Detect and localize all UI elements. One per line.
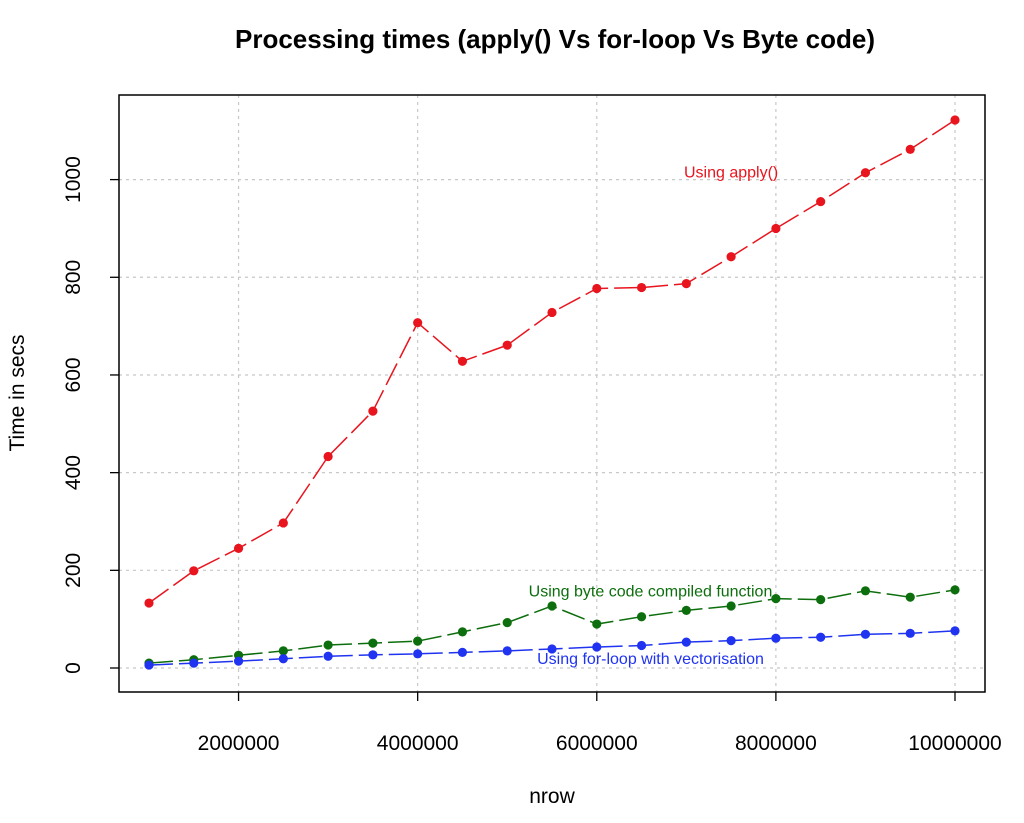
series-3-point	[592, 642, 602, 652]
series-annotation: Using apply()	[684, 164, 778, 181]
y-tick-label: 600	[62, 357, 85, 392]
y-tick-label: 0	[62, 662, 85, 674]
series-2-point	[771, 594, 781, 604]
series-2-point	[816, 595, 826, 605]
series-1-point	[636, 282, 647, 293]
series-annotation: Using byte code compiled function	[529, 583, 773, 600]
y-axis: 0 200 400 600 800 1000	[62, 156, 119, 674]
series-3-point	[457, 647, 468, 657]
y-tick-label: 800	[62, 260, 85, 295]
series-2-point	[413, 636, 423, 646]
series-3-point	[726, 636, 736, 646]
chart-title: Processing times (apply() Vs for-loop Vs…	[235, 24, 875, 54]
x-tick-label: 4000000	[377, 732, 459, 755]
series-3-point	[502, 646, 512, 656]
series-2-point	[502, 617, 512, 628]
y-axis-label: Time in secs	[6, 334, 29, 451]
series-1-point	[368, 406, 378, 416]
series-3-point	[905, 628, 915, 638]
series-2-point	[636, 612, 647, 622]
series-1-point	[457, 356, 468, 366]
series-2-point	[681, 605, 691, 615]
x-tick-label: 10000000	[908, 732, 1001, 755]
series-3-point	[547, 644, 557, 654]
series-2-point	[726, 601, 736, 611]
series-3-point	[860, 629, 871, 639]
series-2-point	[592, 619, 602, 629]
series-layer	[144, 115, 960, 670]
series-3-point	[413, 649, 423, 659]
plot-frame	[118, 94, 986, 693]
series-1-point	[681, 279, 691, 289]
series-2-point	[860, 586, 871, 596]
series-3-point	[368, 650, 378, 660]
x-axis: 2000000 4000000 6000000 8000000 10000000	[198, 692, 1002, 755]
series-3-point	[233, 656, 244, 666]
series-1-point	[547, 307, 557, 318]
series-3-point	[189, 658, 199, 668]
y-tick-label: 400	[62, 455, 85, 490]
series-1-point	[144, 598, 154, 608]
series-3-point	[681, 637, 691, 647]
series-3-point	[278, 654, 288, 664]
series-1-point	[726, 252, 736, 262]
series-2-point	[547, 601, 557, 611]
series-1-point	[816, 196, 826, 207]
series-1-point	[860, 168, 871, 178]
series-2-point	[368, 638, 378, 648]
series-1-line	[148, 119, 956, 604]
series-3-point	[144, 660, 154, 670]
series-2-point	[323, 640, 333, 650]
series-1-point	[950, 115, 960, 125]
series-3-point	[323, 651, 333, 661]
series-1-point	[502, 340, 512, 350]
y-tick-label: 1000	[62, 156, 85, 203]
series-3-point	[816, 632, 826, 642]
series-1-point	[771, 223, 781, 234]
series-2-point	[950, 585, 960, 595]
series-1-point	[323, 451, 333, 462]
y-tick-label: 200	[62, 553, 85, 588]
series-3-point	[950, 626, 960, 636]
series-1-point	[189, 566, 199, 576]
series-1-point	[278, 518, 288, 528]
series-1-point	[905, 144, 915, 154]
x-tick-label: 6000000	[556, 732, 638, 755]
series-1-point	[592, 283, 602, 294]
series-3-point	[771, 633, 781, 643]
x-tick-label: 8000000	[735, 732, 817, 755]
series-annotation: Using for-loop with vectorisation	[537, 651, 764, 668]
series-1-point	[413, 318, 423, 328]
x-tick-label: 2000000	[198, 732, 280, 755]
series-3-point	[636, 640, 647, 651]
series-2-point	[905, 592, 915, 602]
series-1-point	[233, 543, 244, 553]
annotations: Using apply() Using byte code compiled fu…	[529, 164, 779, 668]
x-axis-label: nrow	[529, 785, 575, 808]
series-2-point	[278, 646, 288, 656]
series-2-point	[457, 627, 468, 637]
